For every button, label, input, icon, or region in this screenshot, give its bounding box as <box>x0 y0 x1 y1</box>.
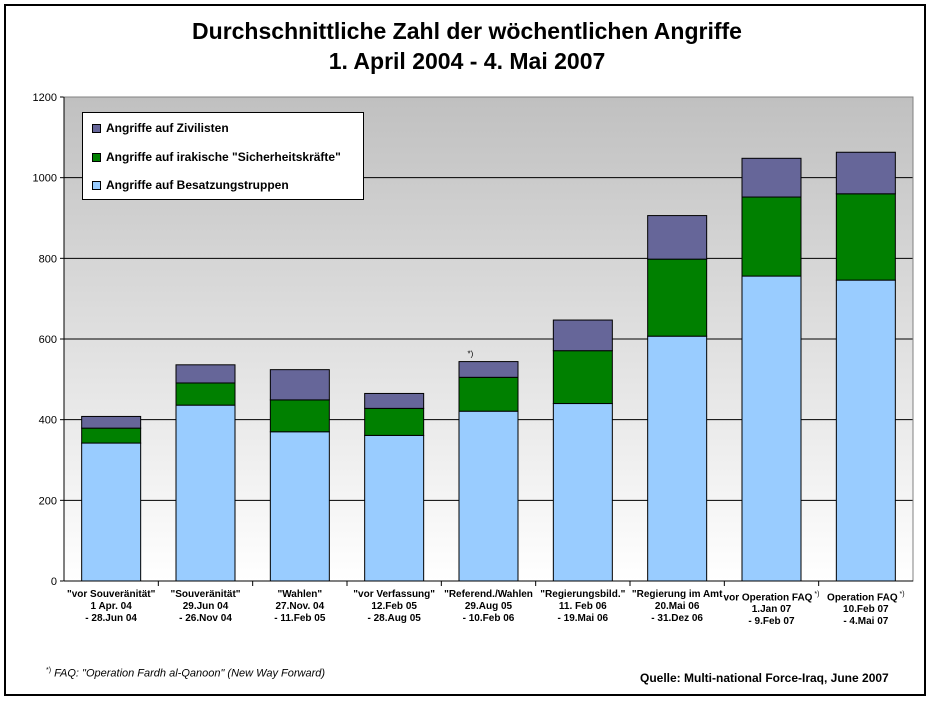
chart-subtitle: 1. April 2004 - 4. Mai 2007 <box>328 48 606 74</box>
x-tick-label-line: 12.Feb 05 <box>371 601 417 612</box>
bar-zivilisten <box>552 319 613 352</box>
y-tick-label: 1000 <box>33 173 57 185</box>
x-tick-label: "vor Verfassung" 12.Feb 05- 28.Aug 05 <box>346 589 442 625</box>
x-tick-label-line: - 4.Mai 07 <box>843 616 889 628</box>
bar-zivilisten <box>364 392 425 409</box>
x-tick-label-line: "vor Verfassung" <box>353 589 436 600</box>
x-tick-label-line: - 9.Feb 07 <box>748 616 795 628</box>
x-tick-label-line: "Regierung im Amt <box>631 589 723 600</box>
legend-label: Angriffe auf Zivilisten <box>106 121 229 135</box>
x-tick-label-line: - 28.Aug 05 <box>367 613 421 624</box>
y-tick-label: 600 <box>39 334 57 346</box>
bar-zivilisten <box>741 157 802 198</box>
x-tick-label: "Regierungsbild." 11. Feb 06- 19.Mai 06 <box>535 589 631 625</box>
chart-legend: Angriffe auf Zivilisten Angriffe auf ira… <box>82 112 364 200</box>
x-tick-label-line: "Souveränität" <box>170 589 241 600</box>
x-tick-label: "vor Souveränität" 1 Apr. 04- 28.Jun 04 <box>63 589 159 625</box>
x-tick-label-line: - 10.Feb 06 <box>462 613 515 624</box>
x-tick-label: "Regierung im Amt 20.Mai 06- 31.Dez 06 <box>629 589 725 625</box>
x-tick-label-line: 27.Nov. 04 <box>275 601 325 612</box>
y-tick-label: 0 <box>51 576 57 588</box>
bar-sicherheitskraefte <box>741 196 802 277</box>
x-tick-label-line: 1.Jan 07 <box>751 604 792 616</box>
x-tick-label: "Referend./Wahlen 29.Aug 05- 10.Feb 06 <box>441 589 537 625</box>
x-tick-label: vor Operation FAQ *) 1.Jan 07- 9.Feb 07 <box>724 589 820 628</box>
bar-besatzungstruppen <box>647 335 708 582</box>
x-tick-label-line: "Referend./Wahlen <box>444 589 533 600</box>
source-note: Quelle: Multi-national Force-Iraq, June … <box>640 671 889 685</box>
x-tick-label-line: 29.Aug 05 <box>464 601 513 612</box>
bar-sicherheitskraefte <box>269 399 330 433</box>
x-tick-label-line: - 28.Jun 04 <box>85 613 137 624</box>
x-tick-label-line: - 19.Mai 06 <box>557 613 609 624</box>
chart-title: Durchschnittliche Zahl der wöchentlichen… <box>192 18 742 44</box>
footnote-reference: *) <box>812 591 820 598</box>
legend-swatch <box>92 152 101 162</box>
y-tick-label: 200 <box>39 495 57 507</box>
bar-besatzungstruppen <box>269 431 330 582</box>
bar-zivilisten <box>458 361 519 378</box>
x-tick-label-line: "Regierungsbild." <box>540 589 626 600</box>
x-tick-label-line: - 31.Dez 06 <box>651 613 703 624</box>
bar-sicherheitskraefte <box>364 407 425 436</box>
x-tick-label-line: 10.Feb 07 <box>843 604 889 616</box>
legend-label: Angriffe auf Besatzungstruppen <box>106 178 289 192</box>
x-tick-label-line: "vor Souveränität" <box>66 589 156 600</box>
bar-zivilisten <box>647 215 708 260</box>
x-tick-label-line: Operation FAQ *) <box>827 591 905 604</box>
bar-sicherheitskraefte <box>835 193 896 281</box>
legend-item-besatzungstruppen: Angriffe auf Besatzungstruppen <box>92 177 289 193</box>
annotation-mark: *) <box>468 350 474 359</box>
legend-swatch <box>92 123 101 133</box>
bar-sicherheitskraefte <box>647 258 708 337</box>
bar-besatzungstruppen <box>835 279 896 582</box>
bar-besatzungstruppen <box>458 410 519 582</box>
bar-besatzungstruppen <box>364 434 425 582</box>
bar-zivilisten <box>81 415 142 429</box>
bar-sicherheitskraefte <box>81 427 142 444</box>
y-tick-label: 800 <box>39 253 57 265</box>
footnote-text: FAQ: "Operation Fardh al-Qanoon" (New Wa… <box>54 667 326 680</box>
footnote: *) FAQ: "Operation Fardh al-Qanoon" (New… <box>46 667 325 680</box>
y-tick-label: 1200 <box>33 92 57 104</box>
bar-sicherheitskraefte <box>552 350 613 405</box>
legend-item-zivilisten: Angriffe auf Zivilisten <box>92 120 229 136</box>
x-tick-label-line: 11. Feb 06 <box>558 601 607 612</box>
bar-sicherheitskraefte <box>175 382 236 406</box>
x-tick-label-line: vor Operation FAQ *) <box>723 591 820 604</box>
legend-swatch <box>92 180 101 190</box>
x-tick-label-line: 29.Jun 04 <box>182 601 229 612</box>
x-tick-label-line: - 11.Feb 05 <box>274 613 326 624</box>
x-tick-label-line: 1 Apr. 04 <box>90 601 132 612</box>
x-tick-label-line: - 26.Nov 04 <box>179 613 232 624</box>
bar-besatzungstruppen <box>741 275 802 582</box>
bar-besatzungstruppen <box>552 403 613 582</box>
x-tick-label-line: "Wahlen" <box>277 589 323 600</box>
bar-zivilisten <box>269 369 330 401</box>
x-tick-label-line: 20.Mai 06 <box>654 601 700 612</box>
bar-besatzungstruppen <box>175 404 236 582</box>
x-tick-label: Operation FAQ *) 10.Feb 07- 4.Mai 07 <box>818 589 914 628</box>
bar-besatzungstruppen <box>81 442 142 582</box>
y-tick-label: 400 <box>39 415 57 427</box>
x-tick-label: "Wahlen" 27.Nov. 04- 11.Feb 05 <box>252 589 348 625</box>
x-tick-label: "Souveränität" 29.Jun 04- 26.Nov 04 <box>158 589 254 625</box>
legend-item-sicherheitskraefte: Angriffe auf irakische "Sicherheitskräft… <box>92 149 341 165</box>
bar-zivilisten <box>835 151 896 195</box>
footnote-reference: *) <box>897 591 905 598</box>
footnote-mark: *) <box>46 667 52 674</box>
legend-label: Angriffe auf irakische "Sicherheitskräft… <box>106 150 341 164</box>
bar-zivilisten <box>175 364 236 384</box>
bar-sicherheitskraefte <box>458 376 519 412</box>
